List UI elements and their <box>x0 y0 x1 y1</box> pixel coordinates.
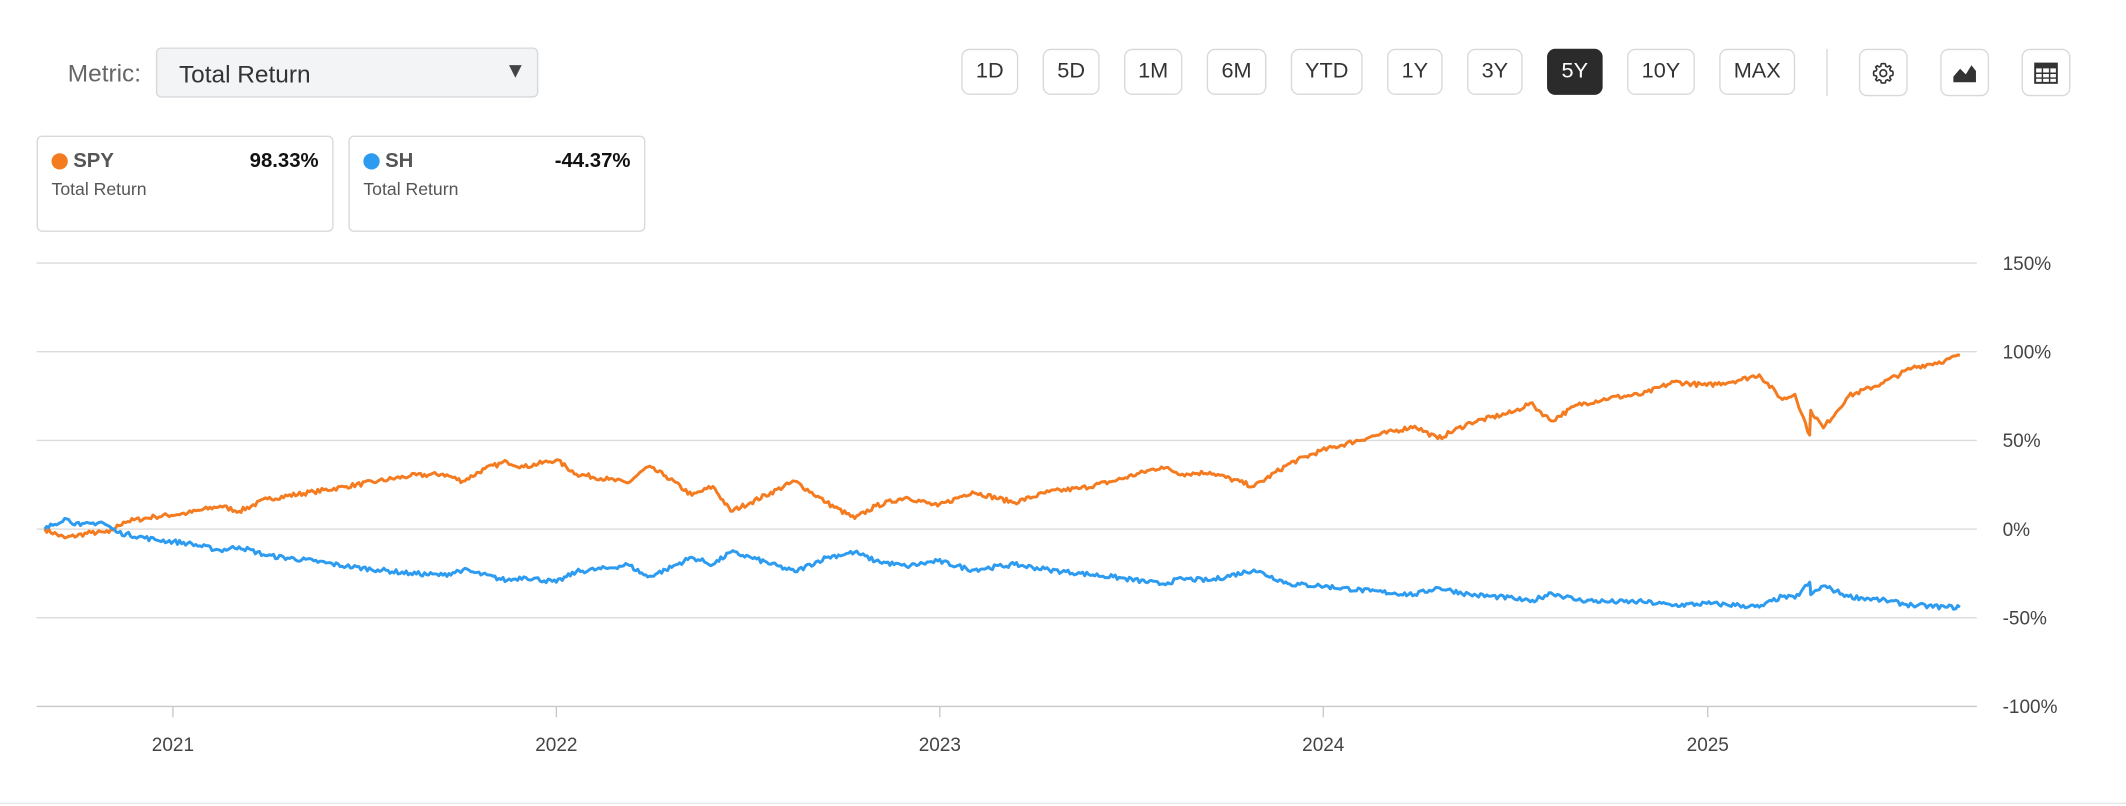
legend-return-value: 98.33% <box>249 149 319 173</box>
legend-ticker: SPY <box>73 149 114 173</box>
x-tick-label: 2024 <box>1302 735 1344 756</box>
x-tick-label: 2022 <box>535 735 577 756</box>
table-icon <box>2034 61 2058 84</box>
gear-icon <box>1872 62 1894 84</box>
range-10y-button[interactable]: 10Y <box>1627 48 1695 95</box>
x-tick-label: 2021 <box>152 735 194 756</box>
metric-dropdown-value: Total Return <box>178 61 311 89</box>
range-1y-button[interactable]: 1Y <box>1387 48 1443 95</box>
y-tick-label: -100% <box>2003 697 2058 718</box>
range-5d-button[interactable]: 5D <box>1042 48 1100 95</box>
x-tick-label: 2025 <box>1687 735 1729 756</box>
y-tick-label: -50% <box>2003 609 2047 630</box>
range-1d-button[interactable]: 1D <box>961 48 1019 95</box>
table-view-button[interactable] <box>2021 48 2071 97</box>
toolbar-divider <box>1826 48 1828 97</box>
area-chart-icon <box>1953 64 1976 82</box>
y-tick-label: 0% <box>2003 520 2031 541</box>
series-line-spy <box>43 353 1961 540</box>
legend-ticker: SH <box>385 149 414 173</box>
legend-return-value: -44.37% <box>554 149 631 173</box>
settings-button[interactable] <box>1858 48 1908 97</box>
range-3y-button[interactable]: 3Y <box>1467 48 1523 95</box>
series-line-sh <box>43 516 1961 611</box>
range-max-button[interactable]: MAX <box>1719 48 1796 95</box>
y-tick-label: 100% <box>2003 342 2052 363</box>
legend-sublabel: Total Return <box>51 178 147 200</box>
range-6m-button[interactable]: 6M <box>1206 48 1267 95</box>
bottom-divider <box>0 802 2126 805</box>
range-5y-button[interactable]: 5Y <box>1547 48 1603 95</box>
x-tick-label: 2023 <box>919 735 961 756</box>
chart-type-button[interactable] <box>1940 48 1990 97</box>
legend-sublabel: Total Return <box>363 178 459 200</box>
chevron-down-icon: ▼ <box>504 59 527 83</box>
metric-dropdown[interactable]: Total Return ▼ <box>155 47 539 98</box>
range-1m-button[interactable]: 1M <box>1124 48 1183 95</box>
y-tick-label: 50% <box>2003 431 2041 452</box>
spy-color-dot <box>51 153 68 170</box>
range-ytd-button[interactable]: YTD <box>1290 48 1363 95</box>
metric-label: Metric: <box>67 59 142 87</box>
legend-card-sh[interactable]: SH -44.37% Total Return <box>348 135 646 232</box>
y-tick-label: 150% <box>2003 254 2052 275</box>
legend-card-spy[interactable]: SPY 98.33% Total Return <box>36 135 334 232</box>
sh-color-dot <box>363 153 380 170</box>
